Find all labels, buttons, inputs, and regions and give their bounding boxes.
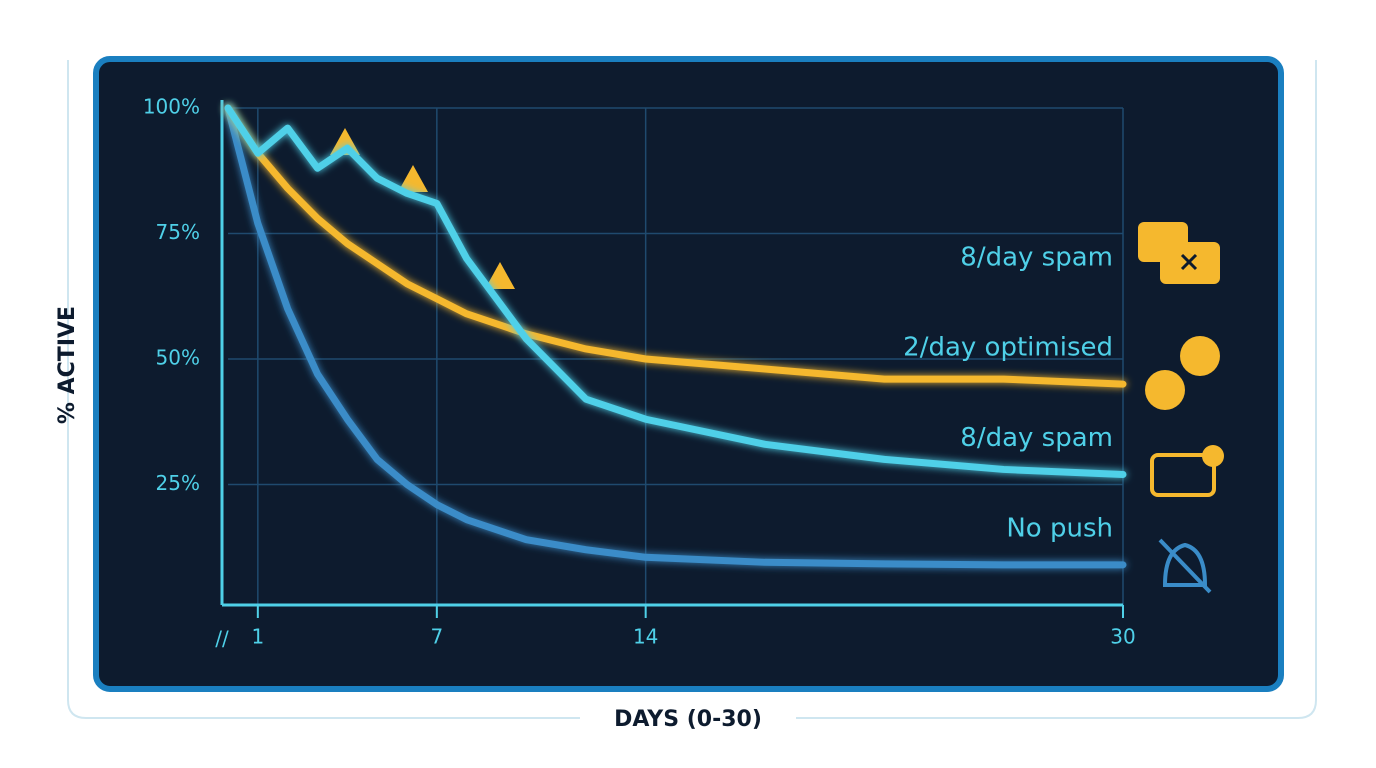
title-bg [580, 706, 796, 734]
series-label: 8/day spam [960, 423, 1113, 453]
outer-frame [67, 60, 1317, 719]
series-line [224, 104, 1127, 569]
series-label: No push [1006, 513, 1113, 543]
y-tick-label: 75% [156, 220, 200, 244]
series-line [224, 104, 1127, 388]
y-tick-label: 25% [156, 471, 200, 495]
y-axis-title: % ACTIVE [55, 306, 80, 424]
icons [330, 128, 1224, 594]
axis-break: // [215, 627, 229, 651]
series-line [224, 104, 1127, 478]
x-axis-title: DAYS (0-30) [614, 707, 762, 732]
panel [93, 56, 1284, 692]
annotation: 8/day spam [960, 243, 1113, 273]
x-tick-label: 14 [633, 625, 658, 649]
x-tick-label: 30 [1110, 625, 1135, 649]
series-label: 2/day optimised [903, 333, 1113, 363]
y-tick-label: 100% [143, 95, 200, 119]
y-tick-label: 50% [156, 346, 200, 370]
x-tick-label: 1 [251, 625, 264, 649]
x-tick-label: 7 [430, 625, 443, 649]
